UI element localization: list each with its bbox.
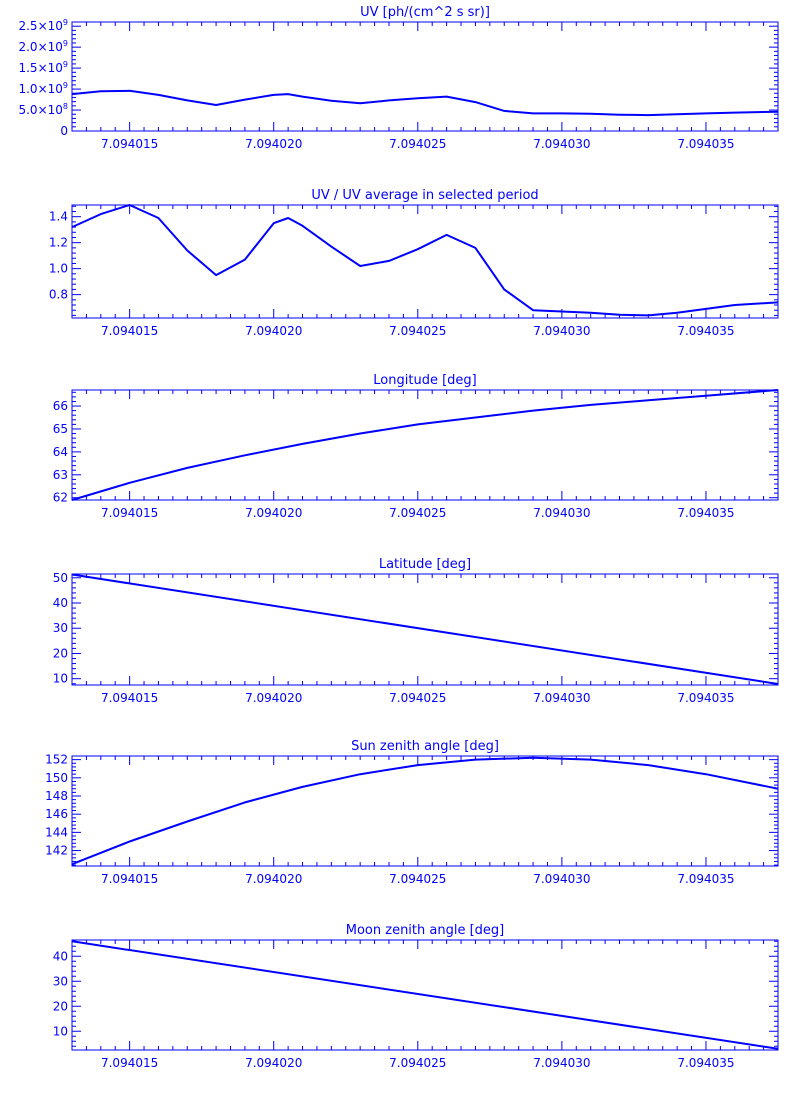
- y-tick-mantissa: 2.5×10: [18, 19, 62, 33]
- y-tick-mantissa: 1.5×10: [18, 61, 62, 75]
- x-tick-label: 7.094015: [101, 691, 158, 705]
- x-tick-label: 7.094025: [389, 137, 446, 151]
- y-tick-mantissa: 5.0×10: [18, 103, 62, 117]
- y-tick-label: 20: [53, 999, 68, 1013]
- y-tick-label: 2.5×109: [18, 18, 68, 33]
- y-tick-label: 40: [53, 596, 68, 610]
- y-tick-label: 146: [45, 807, 68, 821]
- x-tick-label: 7.094035: [677, 506, 734, 520]
- x-tick-label: 7.094020: [245, 506, 302, 520]
- x-tick-label: 7.094020: [245, 324, 302, 338]
- x-tick-label: 7.094035: [677, 872, 734, 886]
- series-line: [71, 573, 779, 685]
- y-tick-label: 10: [53, 1024, 68, 1038]
- y-tick-exponent: 9: [63, 18, 68, 27]
- x-tick-label: 7.094035: [677, 1056, 734, 1070]
- y-tick-label: 66: [53, 399, 68, 413]
- series-line: [71, 89, 779, 117]
- plot-frame: [71, 389, 779, 501]
- x-tick-label: 7.094015: [101, 872, 158, 886]
- plot-frame: [71, 755, 779, 867]
- y-tick-label: 144: [45, 825, 68, 839]
- x-tick-label: 7.094030: [533, 1056, 590, 1070]
- y-tick-label: 142: [45, 844, 68, 858]
- x-tick-label: 7.094015: [101, 324, 158, 338]
- x-tick-label: 7.094025: [389, 872, 446, 886]
- y-tick-mantissa: 1.0×10: [18, 82, 62, 96]
- y-tick-label: 62: [53, 491, 68, 505]
- y-tick-label: 152: [45, 753, 68, 767]
- chart-title: UV [ph/(cm^2 s sr)]: [360, 5, 490, 20]
- y-tick-label: 65: [53, 422, 68, 436]
- x-tick-label: 7.094015: [101, 506, 158, 520]
- chart-panel-2: UV / UV average in selected period 7.0940…: [49, 188, 779, 338]
- y-tick-exponent: 9: [63, 60, 68, 69]
- y-tick-exponent: 8: [63, 102, 68, 111]
- x-tick-label: 7.094015: [101, 1056, 158, 1070]
- y-tick-label: 1.2: [49, 236, 68, 250]
- y-tick-label: 20: [53, 646, 68, 660]
- x-tick-label: 7.094030: [533, 506, 590, 520]
- x-tick-label: 7.094015: [101, 137, 158, 151]
- y-tick-label: 50: [53, 571, 68, 585]
- series-line: [71, 204, 779, 317]
- x-tick-label: 7.094025: [389, 506, 446, 520]
- chart-panel-6: Moon zenith angle [deg] 7.094015 7.094020 7…: [53, 923, 779, 1070]
- plot-frame: [71, 939, 779, 1051]
- series-line: [71, 389, 779, 501]
- chart-panel-5: Sun zenith angle [deg] 7.094015 7.094020 7.…: [45, 739, 779, 886]
- y-tick-label: 30: [53, 621, 68, 635]
- y-tick-label: 0: [60, 124, 68, 138]
- y-tick-label: 30: [53, 974, 68, 988]
- y-tick-label: 5.0×108: [18, 102, 68, 117]
- y-tick-label: 63: [53, 468, 68, 482]
- chart-title: Sun zenith angle [deg]: [351, 739, 499, 754]
- x-tick-label: 7.094035: [677, 691, 734, 705]
- series-line: [71, 756, 779, 866]
- y-tick-label: 150: [45, 771, 68, 785]
- x-tick-label: 7.094035: [677, 137, 734, 151]
- x-tick-label: 7.094020: [245, 1056, 302, 1070]
- x-tick-label: 7.094025: [389, 324, 446, 338]
- x-tick-label: 7.094030: [533, 872, 590, 886]
- chart-panel-4: Latitude [deg] 7.094015 7.094020 7.094025 7.…: [53, 557, 779, 705]
- x-tick-label: 7.094020: [245, 691, 302, 705]
- chart-title: Moon zenith angle [deg]: [346, 923, 504, 938]
- x-tick-label: 7.094030: [533, 137, 590, 151]
- plot-frame: [71, 573, 779, 686]
- x-tick-label: 7.094020: [245, 872, 302, 886]
- y-tick-label: 1.0×109: [18, 81, 68, 96]
- y-tick-label: 40: [53, 949, 68, 963]
- y-tick-label: 10: [53, 672, 68, 686]
- x-tick-label: 7.094035: [677, 324, 734, 338]
- chart-title: Longitude [deg]: [373, 373, 476, 388]
- chart-panel-3: Longitude [deg] 7.094015 7.094020 7.094025 7…: [53, 373, 779, 520]
- x-tick-label: 7.094030: [533, 691, 590, 705]
- y-tick-label: 0.8: [49, 288, 68, 302]
- series-line: [71, 940, 779, 1050]
- x-tick-label: 7.094030: [533, 324, 590, 338]
- y-tick-label: 1.0: [49, 262, 68, 276]
- chart-panel-1: UV [ph/(cm^2 s sr)] 7.094015 7.094020 7.094…: [18, 5, 779, 151]
- y-tick-label: 148: [45, 789, 68, 803]
- y-tick-label: 1.4: [49, 210, 68, 224]
- y-tick-exponent: 9: [63, 81, 68, 90]
- y-tick-label: 2.0×109: [18, 39, 68, 54]
- y-tick-mantissa: 0: [60, 124, 68, 138]
- y-tick-exponent: 9: [63, 39, 68, 48]
- x-tick-label: 7.094025: [389, 1056, 446, 1070]
- x-tick-label: 7.094025: [389, 691, 446, 705]
- chart-title: UV / UV average in selected period: [311, 188, 538, 203]
- plot-frame: [71, 204, 779, 319]
- y-tick-label: 64: [53, 445, 68, 459]
- y-tick-mantissa: 2.0×10: [18, 40, 62, 54]
- chart-title: Latitude [deg]: [379, 557, 471, 572]
- y-tick-label: 1.5×109: [18, 60, 68, 75]
- x-tick-label: 7.094020: [245, 137, 302, 151]
